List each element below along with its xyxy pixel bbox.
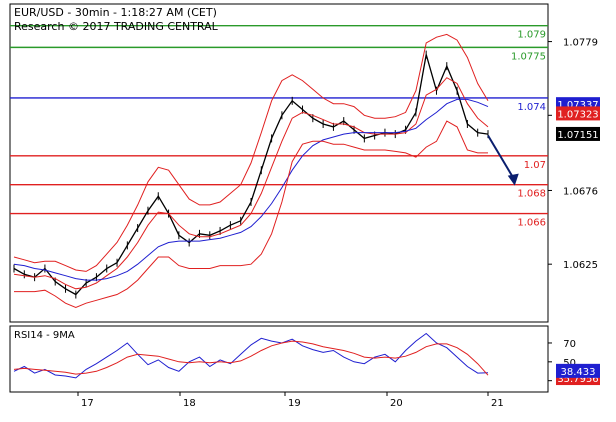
rsi-label: RSI14 - 9MA <box>14 330 75 341</box>
rsi-series-line <box>13 340 489 376</box>
price-series-line <box>13 33 489 272</box>
price-panel-frame <box>9 3 549 323</box>
level-label: 1.066 <box>517 218 546 229</box>
level-label: 1.079 <box>517 30 546 41</box>
rsi-tick-label: 70 <box>563 339 576 350</box>
marker-lower-box <box>556 106 600 121</box>
price-series-line <box>14 120 488 309</box>
level-label: 1.068 <box>517 189 546 200</box>
rsi-current-value-label: 38.433 <box>561 367 596 378</box>
level-label: 1.07 <box>524 160 546 171</box>
price-series-line <box>13 98 489 281</box>
rsi-series-line <box>13 332 489 379</box>
marker-lower-label: 1.07323 <box>557 109 598 120</box>
current-price-label: 1.07151 <box>557 130 598 141</box>
price-series <box>13 33 489 309</box>
chart-title: EUR/USD - 30min - 1:18:27 AM (CET) <box>14 6 217 19</box>
x-tick-label: 20 <box>390 398 403 409</box>
level-label: 1.0775 <box>511 51 546 62</box>
time-axis: 17 18 19 20 21 <box>77 392 504 409</box>
chart-subtitle: Research © 2017 TRADING CENTRAL <box>14 20 218 33</box>
y-tick-label: 1.0676 <box>563 186 598 197</box>
forecast-arrow <box>487 135 519 186</box>
y-tick-label: 1.0779 <box>563 38 598 49</box>
marker-upper-label: 1.07337 <box>557 100 598 111</box>
y-tick-label: 1.0625 <box>563 260 598 271</box>
rsi-series <box>13 332 489 379</box>
x-tick-label: 17 <box>81 398 94 409</box>
rsi-panel-frame <box>9 325 549 393</box>
rsi-ma-value-label: 35.7956 <box>557 374 598 385</box>
current-price-box <box>556 126 600 141</box>
rsi-tick-label: 50 <box>563 358 576 369</box>
level-label: 1.074 <box>517 102 546 113</box>
x-tick-label: 19 <box>288 398 301 409</box>
chart-background <box>9 3 549 393</box>
x-tick-label: 18 <box>183 398 196 409</box>
x-tick-label: 21 <box>491 398 504 409</box>
horizontal-levels: 1.079 1.0775 1.074 1.07 1.068 1.066 <box>10 24 548 229</box>
forecast-arrow-head <box>507 173 519 186</box>
rsi-current-value-box <box>556 363 600 378</box>
forecast-arrow-shaft <box>487 135 515 180</box>
